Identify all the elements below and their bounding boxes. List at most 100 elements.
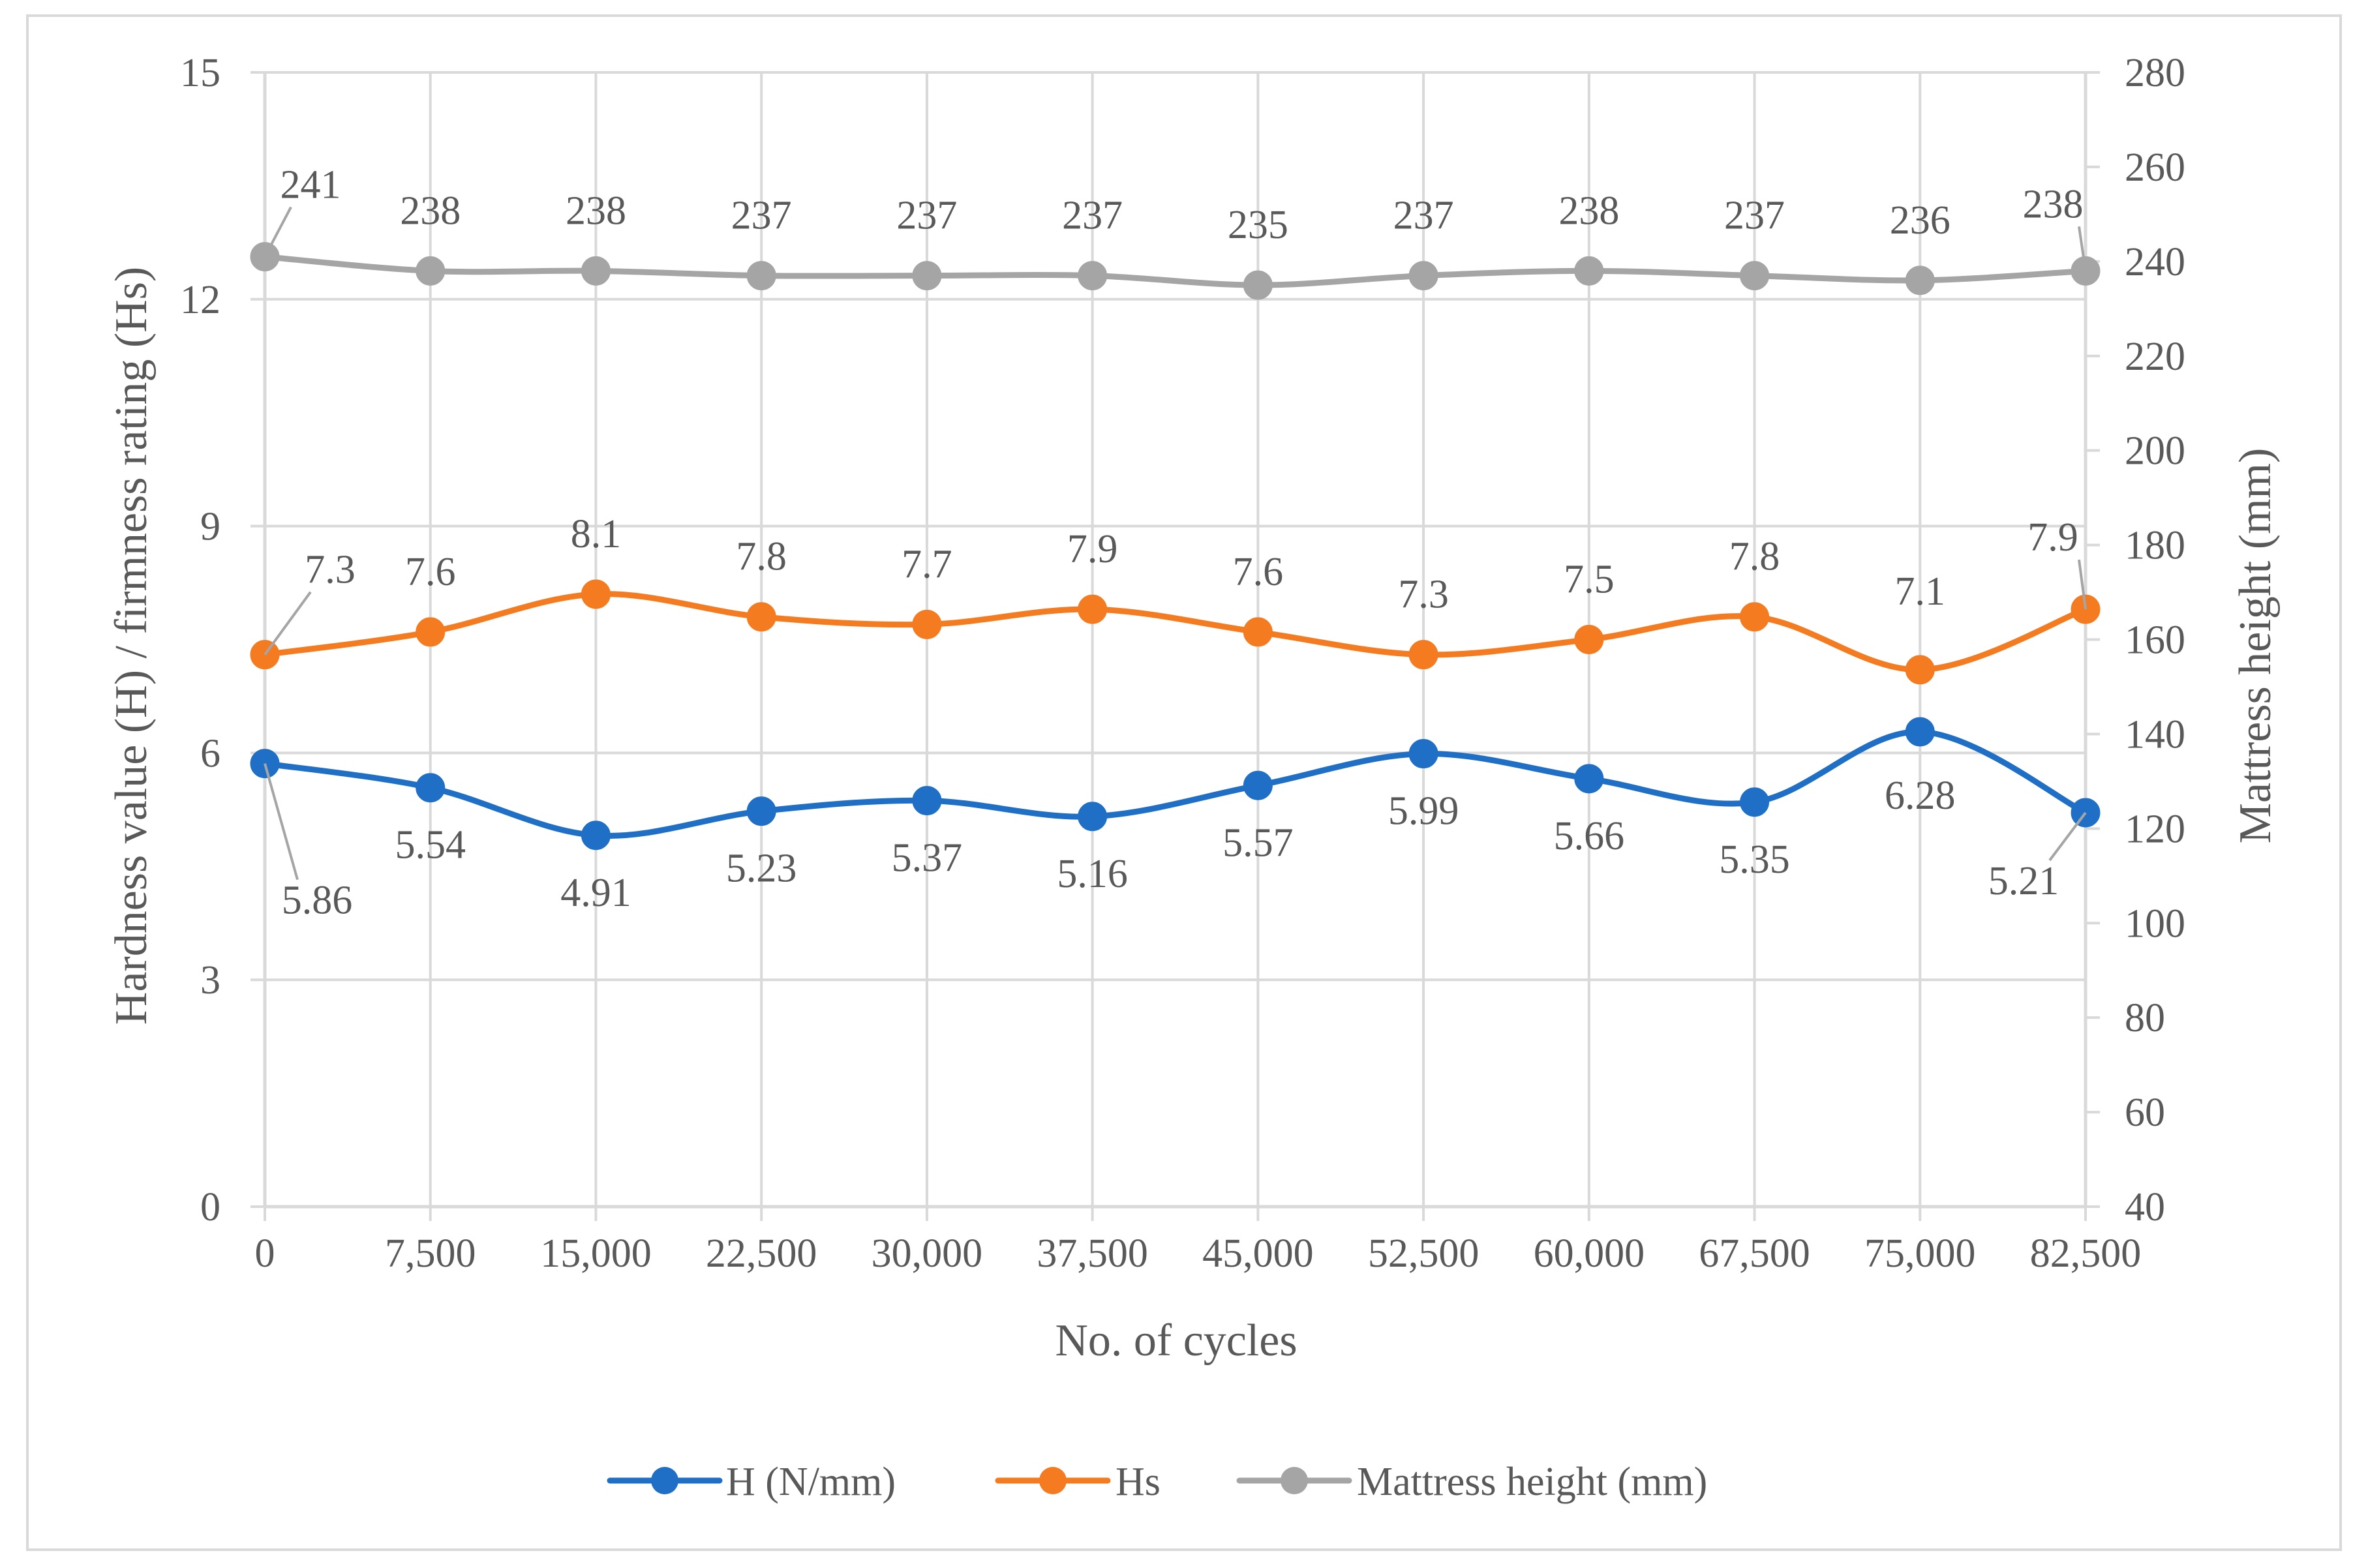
data-label-h: 5.23 <box>726 847 797 891</box>
legend-marker-hs <box>1039 1467 1067 1494</box>
data-point-h <box>1740 787 1770 817</box>
data-point-height <box>1078 261 1108 291</box>
series-line-height <box>262 254 2089 288</box>
y-left-tick-label: 12 <box>180 278 220 322</box>
data-label-height: 238 <box>2023 182 2084 226</box>
data-point-height <box>1740 261 1770 291</box>
data-point-height <box>1905 265 1935 295</box>
data-point-height <box>746 261 776 291</box>
x-tick-label: 45,000 <box>1202 1231 1314 1276</box>
data-point-h <box>912 785 942 815</box>
x-tick-label: 7,500 <box>385 1231 476 1276</box>
data-label-hs: 7.8 <box>1729 535 1780 579</box>
data-point-hs <box>1574 625 1604 654</box>
y-right-tick-label: 80 <box>2125 996 2165 1040</box>
data-point-hs <box>416 617 446 647</box>
y-axis-title-left: Hardness value (H) / firmness rating (Hs… <box>106 267 157 1025</box>
series-line-h <box>262 729 2089 839</box>
y-axis-title-right: Mattress height (mm) <box>2230 448 2281 844</box>
x-tick-label: 75,000 <box>1864 1231 1976 1276</box>
y-right-tick-label: 40 <box>2125 1185 2165 1229</box>
leader-line <box>264 763 299 881</box>
x-tick-label: 37,500 <box>1037 1231 1148 1276</box>
data-label-hs: 7.8 <box>736 535 787 579</box>
y-left-tick-label: 0 <box>200 1185 220 1229</box>
data-label-hs: 7.6 <box>405 550 456 594</box>
data-point-height <box>1574 256 1604 286</box>
leader-line <box>2048 811 2087 862</box>
data-label-height: 237 <box>1393 194 1454 238</box>
data-point-h <box>1078 802 1108 832</box>
data-label-hs: 7.7 <box>902 542 952 586</box>
data-label-h: 5.21 <box>1988 859 2059 903</box>
data-point-height <box>416 256 446 286</box>
x-axis-title: No. of cycles <box>1055 1316 1297 1366</box>
data-point-height <box>1243 270 1273 300</box>
y-right-tick-label: 120 <box>2125 807 2185 851</box>
data-label-height: 238 <box>1558 188 1619 233</box>
data-point-height <box>1408 261 1438 291</box>
legend-label-height: Mattress height (mm) <box>1357 1460 1707 1504</box>
data-label-hs: 7.6 <box>1233 550 1284 594</box>
data-label-hs: 7.9 <box>1067 527 1118 571</box>
data-point-hs <box>1078 594 1108 624</box>
x-tick-label: 0 <box>255 1231 275 1276</box>
data-point-h <box>1243 770 1273 800</box>
y-right-tick-label: 200 <box>2125 429 2185 474</box>
data-label-h: 6.28 <box>1885 774 1956 818</box>
leader-line <box>2078 226 2087 271</box>
y-right-tick-label: 260 <box>2125 145 2185 190</box>
data-label-h: 5.66 <box>1554 814 1625 858</box>
data-point-h <box>746 796 776 826</box>
y-right-tick-label: 220 <box>2125 335 2185 379</box>
data-label-height: 241 <box>281 163 341 207</box>
data-label-h: 4.91 <box>560 871 631 915</box>
x-tick-label: 15,000 <box>540 1231 652 1276</box>
y-left-tick-label: 9 <box>200 505 220 549</box>
x-tick-label: 52,500 <box>1368 1231 1480 1276</box>
x-tick-label: 60,000 <box>1534 1231 1645 1276</box>
y-right-tick-label: 100 <box>2125 901 2185 946</box>
data-point-hs <box>746 602 776 632</box>
data-label-hs: 8.1 <box>571 512 622 556</box>
data-point-hs <box>1408 640 1438 670</box>
data-point-height <box>912 261 942 291</box>
data-labels: 5.86 5.54 4.91 5.23 5.37 5.16 5.57 5.99 5.66 5.35… <box>264 163 2087 923</box>
data-point-hs <box>581 579 611 609</box>
data-label-hs: 7.1 <box>1895 569 1946 614</box>
series <box>250 242 2101 851</box>
legend-marker-height <box>1281 1467 1308 1494</box>
leader-line <box>264 591 312 656</box>
data-point-h <box>1408 739 1438 769</box>
y-right-tick-label: 180 <box>2125 524 2185 568</box>
data-point-hs <box>1905 655 1935 685</box>
legend: H (N/mm) Hs Mattress height (mm) <box>607 1460 1707 1504</box>
data-point-hs <box>1243 617 1273 647</box>
x-tick-label: 67,500 <box>1699 1231 1810 1276</box>
data-point-h <box>1905 717 1935 747</box>
data-label-h: 5.57 <box>1222 821 1294 865</box>
data-label-height: 237 <box>1062 194 1123 238</box>
data-label-hs: 7.5 <box>1564 558 1615 602</box>
leader-line <box>2078 559 2087 610</box>
data-point-height <box>581 256 611 286</box>
data-label-h: 5.37 <box>892 836 963 880</box>
data-point-hs <box>912 609 942 639</box>
y-right-tick-label: 280 <box>2125 51 2185 95</box>
data-label-h: 5.54 <box>395 823 466 867</box>
data-label-hs: 7.9 <box>2027 515 2078 560</box>
y-right-tick-label: 60 <box>2125 1091 2165 1135</box>
y-left-tick-label: 6 <box>200 731 220 776</box>
y-right-tick-label: 240 <box>2125 240 2185 284</box>
data-label-hs: 7.3 <box>305 548 356 592</box>
data-point-hs <box>1740 602 1770 632</box>
chart-frame <box>26 14 2342 1551</box>
data-label-h: 5.86 <box>282 879 353 923</box>
data-label-height: 236 <box>1890 198 1951 243</box>
x-tick-label: 22,500 <box>706 1231 817 1276</box>
data-label-h: 5.35 <box>1719 837 1790 882</box>
y-left-tick-label: 15 <box>180 51 220 95</box>
leader-line <box>264 206 292 258</box>
data-label-height: 237 <box>731 194 792 238</box>
